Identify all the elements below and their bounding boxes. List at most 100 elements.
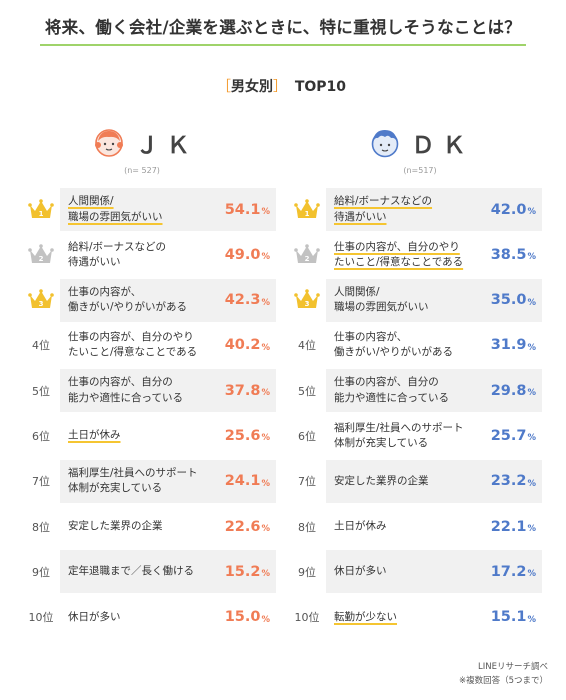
table-row: 3 人間関係/職場の雰囲気がいい 35.0%	[290, 278, 542, 324]
row-label-line: 仕事の内容が、	[68, 285, 142, 298]
rank-label: 3	[24, 279, 58, 322]
table-row: 5位 仕事の内容が、自分の 能力や適性に合っている 29.8%	[290, 369, 542, 414]
row-cell: 仕事の内容が、 働きがい/やりがいがある 31.9%	[326, 324, 542, 367]
row-cell: 転勤が少ない 15.1%	[326, 596, 542, 639]
row-value: 37.8%	[225, 369, 270, 412]
bracket-close: ］	[272, 79, 287, 95]
row-label-line: 土日が休み	[68, 429, 121, 442]
jk-group-name: ＪＫ	[135, 133, 198, 159]
row-cell: 仕事の内容が、自分の 能力や適性に合っている 29.8%	[326, 369, 542, 413]
percent-sign: %	[527, 569, 536, 580]
rank-label: 9位	[32, 565, 50, 579]
row-label: 仕事の内容が、自分の 能力や適性に合っている	[68, 369, 220, 412]
row-value: 22.1%	[491, 505, 536, 548]
value-number: 22.6	[224, 518, 261, 535]
row-value: 25.6%	[225, 414, 270, 457]
table-row: 6位 福利厚生/社員へのサポート 体制が充実している 25.7%	[290, 414, 542, 459]
row-cell: 仕事の内容が、 働きがい/やりがいがある 42.3%	[60, 278, 276, 322]
row-label-line: 福利厚生/社員へのサポート	[334, 421, 464, 434]
subtitle-text: 男女別	[230, 79, 273, 95]
value-number: 37.8	[224, 382, 261, 399]
percent-sign: %	[261, 569, 270, 580]
percent-sign: %	[261, 252, 270, 263]
row-cell: 福利厚生/社員へのサポート 体制が充実している 24.1%	[60, 459, 276, 503]
jk-sample-size: (n= 527)	[124, 166, 160, 175]
row-value: 35.0%	[491, 279, 536, 322]
row-cell: 休日が多い 15.0%	[60, 596, 276, 639]
row-label: 仕事の内容が、自分のやり たいこと/得意なことである	[334, 233, 486, 276]
answer-note: ※複数回答（5つまで）	[458, 676, 548, 686]
rank-label: 10位	[294, 611, 320, 625]
rank-label: 10位	[28, 611, 54, 625]
row-label-line: 人間関係/	[68, 195, 114, 208]
crown-rank-number: 1	[305, 210, 310, 218]
row-label: 休日が多い	[68, 596, 220, 639]
row-value: 29.8%	[491, 369, 536, 412]
row-value: 17.2%	[491, 550, 536, 593]
subtitle: ［男女別］ TOP10	[0, 76, 566, 96]
row-value: 22.6%	[225, 505, 270, 548]
crown-icon: 2	[28, 243, 54, 263]
bracket-open: ［	[216, 79, 231, 95]
rank-label: 6位	[32, 429, 50, 443]
row-value: 25.7%	[491, 414, 536, 457]
rank-label: 8位	[298, 520, 316, 534]
row-label-line: 待遇がいい	[68, 255, 121, 268]
row-label: 仕事の内容が、 働きがい/やりがいがある	[334, 324, 486, 367]
row-value: 42.3%	[225, 279, 270, 322]
row-cell: 人間関係/職場の雰囲気がいい 54.1%	[60, 188, 276, 231]
row-label: 給料/ボーナスなどの 待遇がいい	[68, 233, 220, 276]
rank-label: 4位	[298, 339, 316, 353]
value-number: 31.9	[490, 337, 527, 354]
value-number: 22.1	[490, 518, 527, 535]
row-label: 土日が休み	[334, 505, 486, 548]
rank-label: 3	[290, 279, 324, 322]
percent-sign: %	[527, 433, 536, 444]
percent-sign: %	[261, 478, 270, 489]
rank-label: 2	[290, 233, 324, 276]
percent-sign: %	[261, 388, 270, 399]
row-value: 15.2%	[225, 550, 270, 593]
row-cell: 安定した業界の企業 22.6%	[60, 505, 276, 548]
row-label-line: 休日が多い	[334, 565, 387, 578]
row-label-line: 仕事の内容が、自分のやり	[334, 240, 460, 253]
row-label-line: 体制が充実している	[68, 482, 163, 495]
row-value: 38.5%	[491, 233, 536, 276]
subtitle-suffix: TOP10	[294, 79, 347, 95]
row-label-line: 福利厚生/社員へのサポート	[68, 467, 198, 480]
value-number: 38.5	[490, 246, 527, 263]
row-cell: 土日が休み 25.6%	[60, 414, 276, 457]
percent-sign: %	[527, 388, 536, 399]
row-cell: 給料/ボーナスなどの 待遇がいい 42.0%	[326, 188, 542, 231]
crown-rank-number: 3	[305, 300, 310, 308]
source-note: LINEリサーチ調べ	[478, 662, 548, 672]
table-row: 2 仕事の内容が、自分のやり たいこと/得意なことである 38.5%	[290, 233, 542, 278]
row-label: 福利厚生/社員へのサポート 体制が充実している	[334, 414, 486, 457]
value-number: 49.0	[224, 246, 261, 263]
row-cell: 土日が休み 22.1%	[326, 505, 542, 548]
dk-group-name: ＤＫ	[411, 133, 474, 159]
value-number: 42.3	[224, 292, 261, 309]
rank-label: 6位	[298, 429, 316, 443]
row-label-line: 体制が充実している	[334, 436, 429, 449]
value-number: 25.6	[224, 427, 261, 444]
jk-ranking-table: 1 人間関係/職場の雰囲気がいい 54.1% 2 給料/ボーナスなどの 待遇がいい 49.0…	[24, 188, 276, 641]
percent-sign: %	[261, 524, 270, 535]
value-number: 23.2	[490, 473, 527, 490]
table-row: 8位 安定した業界の企業 22.6%	[24, 505, 276, 550]
table-row: 2 給料/ボーナスなどの 待遇がいい 49.0%	[24, 233, 276, 278]
row-label-line: たいこと/得意なことである	[68, 346, 198, 359]
row-cell: 仕事の内容が、自分のやり たいこと/得意なことである 38.5%	[326, 233, 542, 276]
percent-sign: %	[261, 433, 270, 444]
row-value: 31.9%	[491, 324, 536, 367]
percent-sign: %	[527, 524, 536, 535]
table-row: 7位 福利厚生/社員へのサポート 体制が充実している 24.1%	[24, 459, 276, 505]
value-number: 54.1	[224, 201, 261, 218]
table-row: 3 仕事の内容が、 働きがい/やりがいがある 42.3%	[24, 278, 276, 324]
value-number: 29.8	[490, 382, 527, 399]
value-number: 35.0	[490, 292, 527, 309]
row-label-line: 待遇がいい	[334, 210, 387, 223]
table-row: 10位 転勤が少ない 15.1%	[290, 596, 542, 641]
row-label-line: 人間関係/	[334, 285, 380, 298]
row-value: 49.0%	[225, 233, 270, 276]
